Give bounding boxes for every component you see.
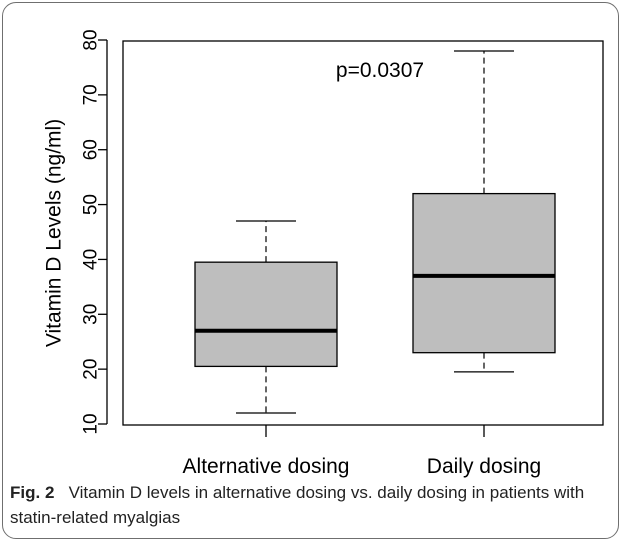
- p-value-annotation: p=0.0307: [336, 59, 424, 82]
- box-2: [412, 50, 556, 373]
- y-tick-label: 40: [81, 249, 102, 270]
- figure-label: Fig. 2: [10, 483, 55, 502]
- y-tick-label: 30: [81, 304, 102, 325]
- y-tick-label: 80: [81, 29, 102, 50]
- caption-text: Vitamin D levels in alternative dosing v…: [10, 483, 585, 527]
- figure-frame: [2, 2, 619, 539]
- y-axis-label: Vitamin D Levels (ng/ml): [42, 119, 65, 347]
- plot-area: [122, 40, 604, 426]
- boxes: [194, 50, 556, 414]
- box-plot: 10 20 30 40 50 60 70 80 Alternative dosing Daily…: [42, 29, 604, 478]
- figure-caption: Fig. 2 Vitamin D levels in alternative d…: [10, 480, 610, 530]
- box-1: [194, 220, 338, 414]
- y-tick-label: 20: [81, 359, 102, 380]
- y-tick-label: 10: [81, 413, 102, 434]
- y-tick-label: 60: [81, 139, 102, 160]
- x-tick-label: Daily dosing: [427, 455, 541, 478]
- interquartile-box: [412, 192, 556, 354]
- x-axis: Alternative dosing Daily dosing: [183, 425, 541, 478]
- y-tick-label: 50: [81, 194, 102, 215]
- y-axis: 10 20 30 40 50 60 70 80: [81, 29, 108, 435]
- x-tick-label: Alternative dosing: [183, 455, 350, 478]
- interquartile-box: [194, 261, 338, 368]
- y-tick-label: 70: [81, 84, 102, 105]
